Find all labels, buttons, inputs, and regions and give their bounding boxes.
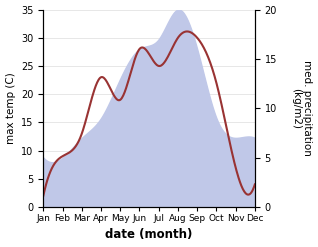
Y-axis label: med. precipitation
(kg/m2): med. precipitation (kg/m2) <box>291 60 313 156</box>
X-axis label: date (month): date (month) <box>105 228 193 242</box>
Y-axis label: max temp (C): max temp (C) <box>5 72 16 144</box>
